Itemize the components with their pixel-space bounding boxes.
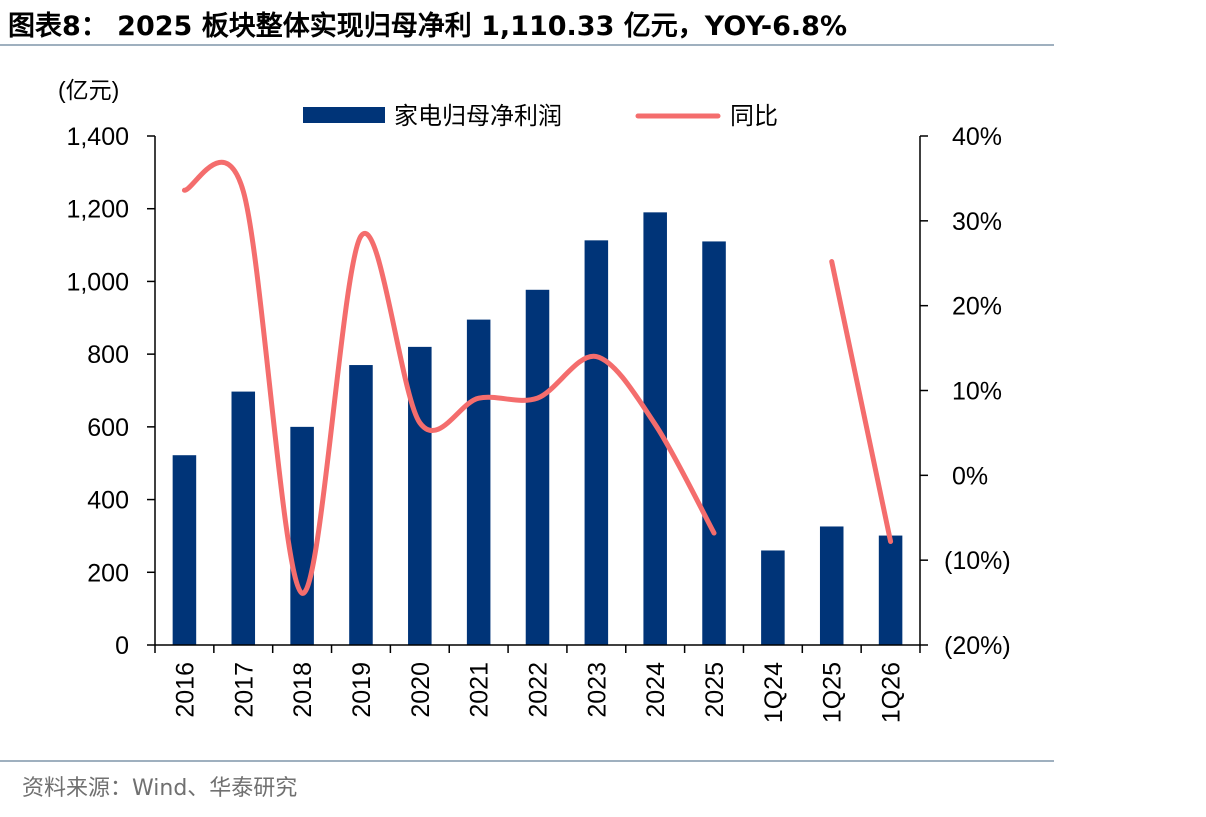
- x-axis-tick-label: 2017: [230, 662, 258, 718]
- x-axis-tick-label: 2016: [171, 662, 199, 718]
- footer-rule: [0, 760, 1054, 762]
- bar: [408, 346, 432, 645]
- x-axis-tick-label: 2023: [583, 662, 611, 718]
- right-axis-tick-label: (10%): [944, 547, 1011, 575]
- bar: [761, 550, 785, 645]
- bar: [584, 240, 609, 645]
- x-axis-tick-label: 2024: [642, 662, 670, 718]
- source-note: 资料来源：Wind、华泰研究: [22, 776, 298, 801]
- bar: [466, 319, 491, 645]
- bar: [349, 365, 373, 645]
- legend: 家电归母净利润 同比: [303, 103, 778, 130]
- right-axis-tick-label: 40%: [952, 123, 1002, 151]
- bar: [172, 455, 197, 645]
- page-title: 图表8： 2025 板块整体实现归母净利 1,110.33 亿元，YOY-6.8…: [8, 11, 848, 42]
- left-axis-tick-label: 400: [87, 487, 129, 515]
- x-axis-tick-label: 2022: [525, 662, 553, 718]
- left-axis-tick-label: 1,200: [66, 196, 129, 224]
- bar: [231, 391, 256, 645]
- title-rule: [0, 44, 1054, 46]
- left-axis-tick-label: 600: [87, 414, 129, 442]
- bar: [878, 535, 903, 645]
- left-axis-tick-label: 1,000: [66, 268, 129, 296]
- left-axis-tick-label: 0: [115, 632, 129, 660]
- left-axis-tick-label: 800: [87, 341, 129, 369]
- plot-area: 0 200 400 600 800 1,000 1,200 1,400 (20%) (10%) 0%…: [66, 123, 1010, 723]
- x-axis-tick-label: 2025: [701, 662, 729, 718]
- right-axis-tick-label: 0%: [952, 462, 988, 490]
- legend-line-label: 同比: [730, 103, 778, 130]
- x-axis-tick-label: 1Q24: [760, 662, 788, 723]
- x-axis-tick-label: 2018: [289, 662, 317, 718]
- x-axis-tick-label: 1Q25: [819, 662, 847, 723]
- yoy-line-segment: [829, 259, 894, 545]
- y-axis-unit-label: (亿元): [58, 77, 119, 103]
- bar: [702, 241, 726, 645]
- bar: [290, 426, 314, 645]
- bar: [819, 526, 844, 645]
- bar: [525, 289, 550, 645]
- legend-bar-swatch: [303, 107, 385, 123]
- left-axis-tick-label: 1,400: [66, 123, 129, 151]
- right-axis-tick-label: 20%: [952, 293, 1002, 321]
- x-axis-tick-label: 1Q26: [878, 662, 906, 723]
- yoy-line-segment: [181, 159, 717, 596]
- x-axis-tick-label: 2019: [348, 662, 376, 718]
- legend-bar-label: 家电归母净利润: [394, 103, 562, 130]
- left-axis-tick-label: 200: [87, 559, 129, 587]
- x-axis-tick-label: 2021: [466, 662, 494, 718]
- right-axis-tick-label: 30%: [952, 208, 1002, 236]
- x-axis-tick-label: 2020: [407, 662, 435, 718]
- right-axis-tick-label: (20%): [944, 632, 1011, 660]
- right-axis-tick-label: 10%: [952, 378, 1002, 406]
